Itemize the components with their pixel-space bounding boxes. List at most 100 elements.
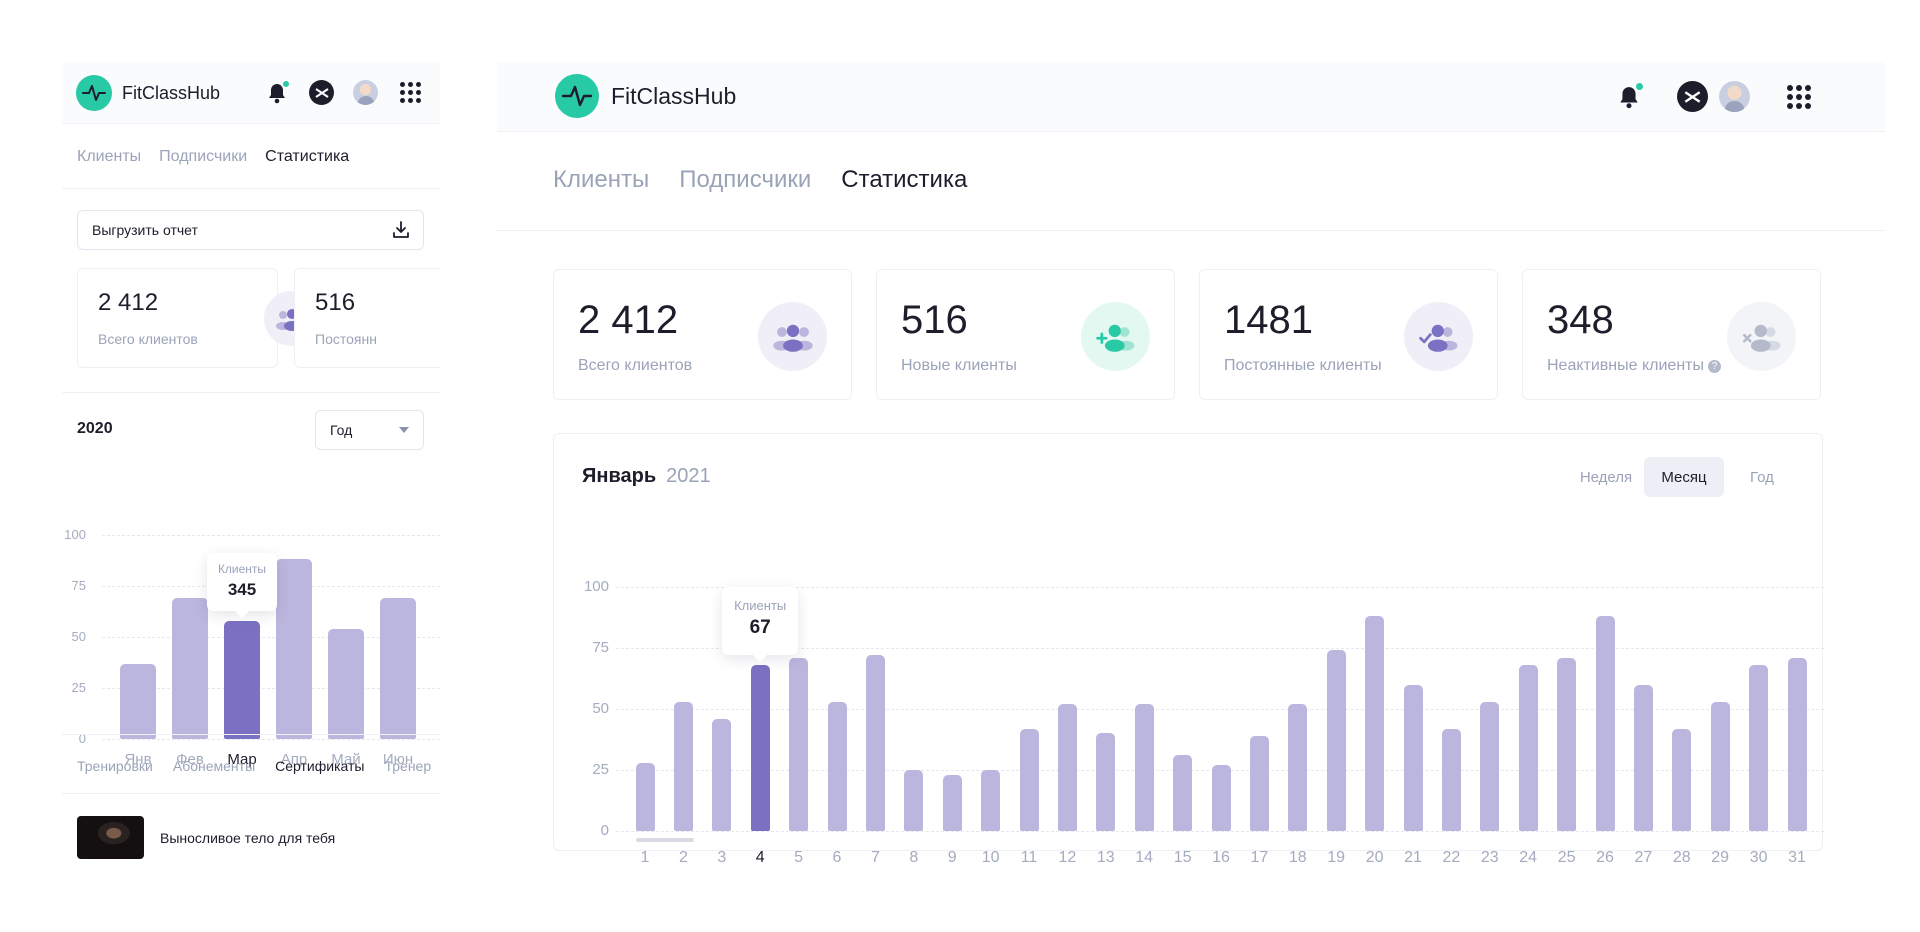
tab-subscribers[interactable]: Подписчики xyxy=(159,148,248,165)
help-icon[interactable]: ? xyxy=(1708,359,1721,373)
period-week[interactable]: Неделя xyxy=(1579,468,1633,486)
stat-card-new-clients: 516 Новые клиенты xyxy=(876,269,1175,400)
bar-tooltip: Клиенты 67 xyxy=(722,587,799,663)
mobile-bar-chart: 0 25 50 75 100 Янв Фев Мар Апр Май Июн Клиенты 345 xyxy=(62,462,440,782)
bar-18[interactable] xyxy=(1288,704,1308,831)
bar-Фев[interactable] xyxy=(172,598,208,739)
course-title: Выносливое тело для тебя xyxy=(160,829,336,846)
stat-label: Всего клиентов xyxy=(578,357,693,374)
bar-23[interactable] xyxy=(1480,701,1500,831)
bar-4[interactable] xyxy=(750,665,770,831)
tab-clients[interactable]: Клиенты xyxy=(553,166,650,193)
desktop-header: FitClassHub xyxy=(497,62,1885,132)
brand[interactable]: FitClassHub xyxy=(555,74,736,118)
user-add-icon xyxy=(1081,302,1150,371)
tab-statistics[interactable]: Статистика xyxy=(841,166,968,193)
bar-29[interactable] xyxy=(1710,701,1730,831)
y-tick-label: 25 xyxy=(71,680,86,696)
bar-16[interactable] xyxy=(1211,765,1231,831)
bar-24[interactable] xyxy=(1518,665,1538,831)
period-select-value: Год xyxy=(330,422,353,438)
bar-3[interactable] xyxy=(712,718,732,831)
x-tick-label: 18 xyxy=(1288,849,1307,866)
bar-Май[interactable] xyxy=(328,628,364,739)
bar-13[interactable] xyxy=(1096,733,1116,831)
mobile-header: FitClassHub xyxy=(62,62,440,124)
x-tick-label: 17 xyxy=(1250,849,1269,866)
x-tick-label: 1 xyxy=(640,849,650,866)
bar-11[interactable] xyxy=(1019,728,1039,831)
x-tick-label: 13 xyxy=(1096,849,1115,866)
course-item[interactable]: Выносливое тело для тебя xyxy=(77,816,335,859)
brand-name: FitClassHub xyxy=(122,82,221,103)
period-year[interactable]: Год xyxy=(1750,468,1774,486)
bar-17[interactable] xyxy=(1249,735,1269,831)
notifications-button[interactable] xyxy=(1616,81,1645,110)
x-app-icon[interactable] xyxy=(1677,81,1708,112)
x-tick-label: 5 xyxy=(794,849,804,866)
y-tick-label: 75 xyxy=(71,578,86,594)
bar-12[interactable] xyxy=(1057,704,1077,831)
user-remove-icon xyxy=(1727,302,1796,371)
stat-value: 1481 xyxy=(1224,298,1313,342)
x-tick-label: 4 xyxy=(755,849,765,866)
bar-Янв[interactable] xyxy=(120,663,156,739)
bar-26[interactable] xyxy=(1595,616,1615,831)
bar-Мар[interactable] xyxy=(224,620,260,739)
bar-9[interactable] xyxy=(942,774,962,831)
bar-28[interactable] xyxy=(1672,728,1692,831)
stat-label: Постоянные клиенты xyxy=(1224,357,1382,374)
gridline xyxy=(616,709,1824,710)
tab-memberships[interactable]: Абонементы xyxy=(172,758,256,774)
bar-8[interactable] xyxy=(904,770,924,831)
tooltip-label: Клиенты xyxy=(734,598,787,614)
bar-1[interactable] xyxy=(635,762,655,831)
tab-certificates[interactable]: Сертификаты xyxy=(275,758,365,774)
desktop-bar-chart: 0 25 50 75 100 1 2 3 4 5 6 7 8 9 10 11 12 13 14 15 16 17 18 19 2… xyxy=(554,514,1824,866)
bar-20[interactable] xyxy=(1365,616,1385,831)
tab-workouts[interactable]: Тренировки xyxy=(77,758,153,774)
y-tick-label: 25 xyxy=(592,761,609,778)
bar-6[interactable] xyxy=(827,701,847,831)
bar-15[interactable] xyxy=(1173,755,1193,831)
stat-value: 348 xyxy=(1547,298,1614,342)
divider xyxy=(62,188,440,189)
period-month[interactable]: Месяц xyxy=(1644,457,1724,497)
notification-dot xyxy=(1634,81,1645,92)
user-avatar[interactable] xyxy=(353,80,378,105)
bar-30[interactable] xyxy=(1749,665,1769,831)
bar-Июн[interactable] xyxy=(380,598,416,739)
horizontal-scrollbar[interactable] xyxy=(636,838,694,842)
bar-19[interactable] xyxy=(1326,650,1346,831)
brand-name: FitClassHub xyxy=(611,82,737,109)
user-avatar[interactable] xyxy=(1719,81,1750,112)
bar-10[interactable] xyxy=(981,770,1001,831)
bar-14[interactable] xyxy=(1134,704,1154,831)
bar-22[interactable] xyxy=(1441,728,1461,831)
tab-statistics[interactable]: Статистика xyxy=(265,148,350,165)
export-report-button[interactable]: Выгрузить отчет xyxy=(77,210,424,250)
period-select[interactable]: Год xyxy=(315,410,424,450)
apps-grid-icon[interactable] xyxy=(400,82,421,103)
bar-21[interactable] xyxy=(1403,684,1423,831)
bar-7[interactable] xyxy=(865,655,885,831)
bar-31[interactable] xyxy=(1787,657,1807,831)
tab-trainers[interactable]: Тренер xyxy=(384,758,432,774)
bar-27[interactable] xyxy=(1633,684,1653,831)
apps-grid-icon[interactable] xyxy=(1787,85,1811,109)
bar-2[interactable] xyxy=(673,701,693,831)
x-tick-label: 12 xyxy=(1058,849,1077,866)
x-tick-label: Апр xyxy=(280,751,308,768)
notifications-button[interactable] xyxy=(265,79,291,105)
x-tick-label: 11 xyxy=(1020,849,1038,866)
bar-5[interactable] xyxy=(789,657,809,831)
x-tick-label: 30 xyxy=(1749,849,1768,866)
bar-Апр[interactable] xyxy=(276,559,312,739)
tab-subscribers[interactable]: Подписчики xyxy=(679,166,812,193)
tab-clients[interactable]: Клиенты xyxy=(77,148,142,165)
x-tick-label: 15 xyxy=(1173,849,1192,866)
x-app-icon[interactable] xyxy=(309,80,334,105)
brand[interactable]: FitClassHub xyxy=(76,75,220,111)
bar-25[interactable] xyxy=(1557,657,1577,831)
gridline xyxy=(616,648,1824,649)
